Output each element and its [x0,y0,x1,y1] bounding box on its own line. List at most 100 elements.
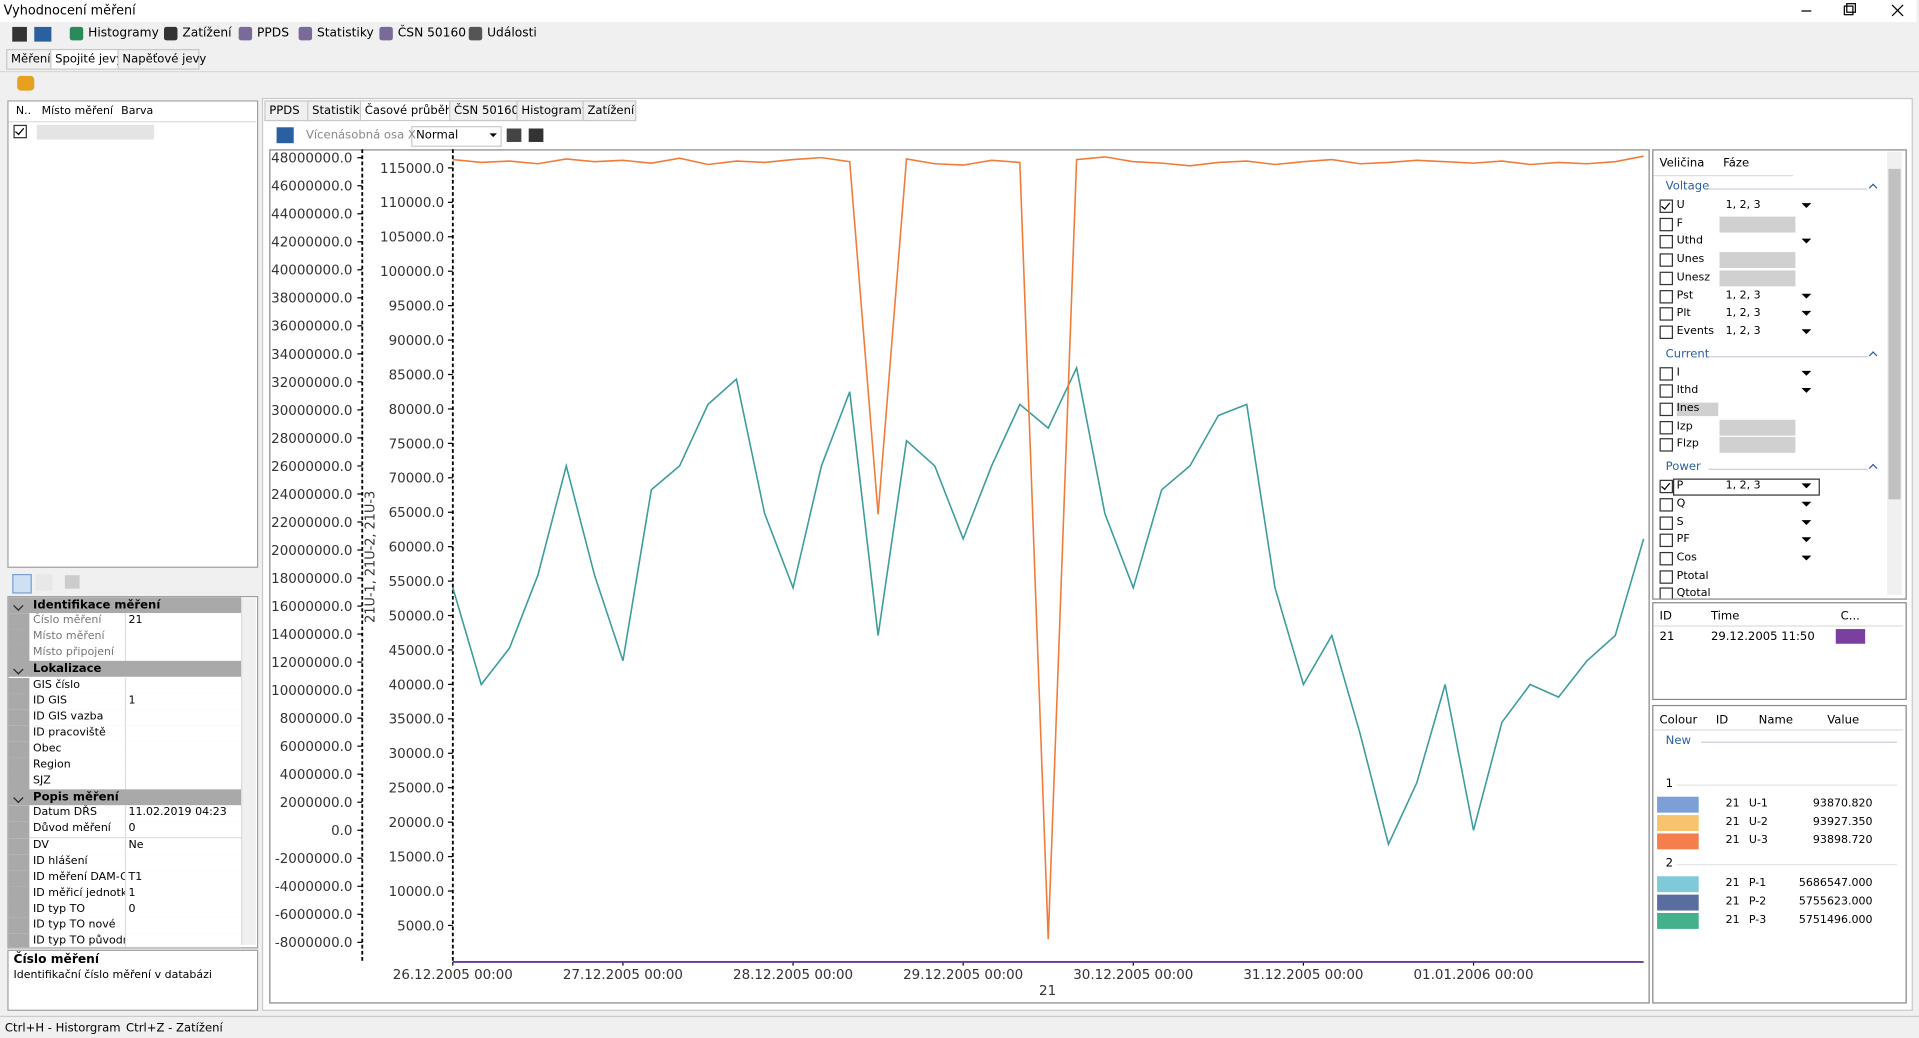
view-tab[interactable]: Histogramy [516,100,587,121]
cell-time: 29.12.2005 11:50 [1711,630,1815,643]
legend-value: 5686547.000 [1799,878,1873,890]
group-line [1677,784,1897,785]
y-tick-label: 44000000.0 [271,208,352,223]
x-tick-label: 27.12.2005 00:00 [563,968,683,983]
toolbar-button[interactable]: ČSN 50160 [398,27,466,40]
window-title: Vyhodnocení měření [4,4,136,19]
y2-tick-label: 25000.0 [389,782,445,797]
column-header: C... [1841,609,1860,622]
dropdown-arrow[interactable] [490,133,497,140]
toolbar-icon[interactable] [34,27,51,42]
y2-tick-label: 90000.0 [389,334,445,349]
y-tick-label: 24000000.0 [271,488,352,503]
column-header: Time [1711,609,1739,622]
y-tick-label: -4000000.0 [275,880,353,895]
toolbar-icon[interactable] [70,27,83,40]
y-tick-label: -2000000.0 [275,852,353,867]
y2-tick-label: 95000.0 [389,300,445,315]
legend-name: U-3 [1749,835,1768,847]
column-header: ID [1716,714,1728,727]
toolbar-button[interactable]: Statistiky [317,27,374,40]
series-line [453,368,1644,844]
view-tab[interactable]: PPDS [264,100,312,121]
legend-new: New [1666,734,1691,747]
y-tick-label: 8000000.0 [280,712,353,727]
y2-tick-label: 55000.0 [389,575,445,590]
toolbar-icon[interactable] [469,27,482,40]
scale-value[interactable]: Normal [416,129,458,142]
view-tab[interactable]: Zatížení [583,100,637,121]
view-tab[interactable]: ČSN 50160 [449,100,521,121]
toolbar-button[interactable]: PPDS [257,27,289,40]
series-line [453,156,1644,939]
legend-color [1657,797,1699,813]
multi-axis-label[interactable]: Vícenásobná osa X [306,129,416,142]
view-tab[interactable]: Statistiky [307,100,365,121]
legend-group: 1 [1666,777,1673,790]
y-tick-label: 40000000.0 [271,264,352,279]
toolbar-button[interactable]: Události [487,27,537,40]
y-tick-label: 14000000.0 [271,628,352,643]
legend-name: P-2 [1749,896,1766,908]
y2-tick-label: 20000.0 [389,816,445,831]
y-tick-label: 36000000.0 [271,320,352,335]
y-tick-label: -6000000.0 [275,908,353,923]
legend-value: 93927.350 [1813,816,1873,828]
y-tick-label: 22000000.0 [271,516,352,531]
toolbar-icon[interactable] [12,27,27,42]
toolbar-button[interactable]: Histogramy [88,27,159,40]
x-tick-label: 28.12.2005 00:00 [733,968,853,983]
legend-color [1657,833,1699,849]
legend-color [1657,913,1699,929]
column-header: N.. [16,105,31,117]
y2-tick-label: 70000.0 [389,472,445,487]
column-header: Value [1827,714,1859,727]
y-tick-label: 26000000.0 [271,460,352,475]
legend-value: 5751496.000 [1799,914,1873,926]
y-tick-label: 10000000.0 [271,684,352,699]
cell-color [1836,629,1865,644]
legend-value: 93898.720 [1813,835,1873,847]
column-header: ID [1660,609,1672,622]
column-header: Místo měření [42,105,113,117]
y-tick-label: 0.0 [331,824,352,839]
header-line [1653,729,1903,730]
main-tab[interactable]: Spojité jevy [50,49,121,70]
y2-tick-label: 10000.0 [389,885,445,900]
view-tab[interactable]: Časové průběhy [360,100,454,121]
y-tick-label: 18000000.0 [271,572,352,587]
toolbar-icon[interactable] [379,27,392,40]
x-tick-label: 29.12.2005 00:00 [903,968,1023,983]
y2-tick-label: 100000.0 [380,265,444,280]
legend-name: P-3 [1749,914,1766,926]
x-tick-label: 30.12.2005 00:00 [1073,968,1193,983]
y2-tick-label: 5000.0 [397,919,444,934]
legend-group: 2 [1666,857,1673,870]
toolbar-icon[interactable] [239,27,252,40]
y2-tick-label: 40000.0 [389,678,445,693]
cell-id: 21 [1660,630,1675,643]
description-title: Číslo měření [13,953,99,966]
y2-tick-label: 85000.0 [389,368,445,383]
column-header: Name [1759,714,1793,727]
legend-color [1657,876,1699,892]
group-line [1701,742,1897,743]
y-tick-label: 34000000.0 [271,348,352,363]
toolbar-icon[interactable] [164,27,177,40]
toolbar-button[interactable]: Zatížení [182,27,231,40]
x-tick-label: 26.12.2005 00:00 [393,968,513,983]
y2-tick-label: 30000.0 [389,747,445,762]
main-tab[interactable]: Měření [6,49,54,70]
main-tab[interactable]: Napěťové jevy [117,49,199,70]
y2-tick-label: 45000.0 [389,644,445,659]
column-header: Barva [121,105,153,117]
y2-tick-label: 115000.0 [380,162,444,177]
toolbar-icon[interactable] [299,27,312,40]
legend-id: 21 [1726,878,1740,890]
y-tick-label: 12000000.0 [271,656,352,671]
status-text: Ctrl+H - Historgram [5,1022,121,1035]
legend-id: 21 [1726,835,1740,847]
